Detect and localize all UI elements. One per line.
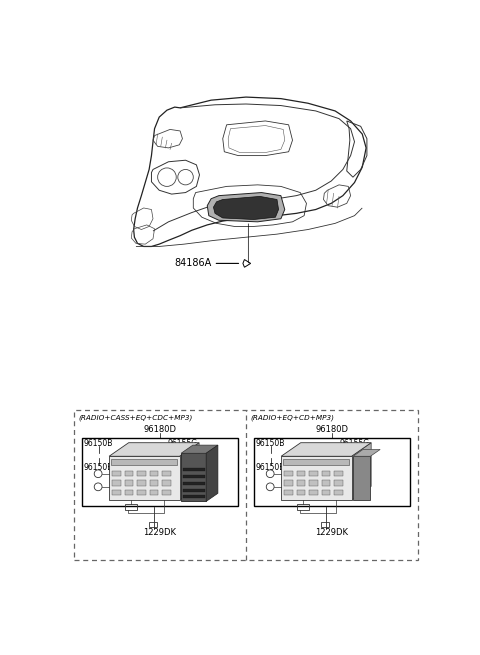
Bar (112, 480, 121, 485)
Text: 96150B: 96150B (255, 439, 285, 448)
Polygon shape (109, 457, 180, 500)
Polygon shape (109, 443, 199, 457)
Bar (150, 490, 158, 495)
Text: 96180D: 96180D (315, 425, 348, 434)
Bar (82, 438, 238, 506)
Bar (137, 480, 146, 485)
Polygon shape (181, 453, 206, 502)
Text: 96180D: 96180D (144, 425, 177, 434)
Bar (183, 489, 204, 492)
Text: 1229DK: 1229DK (315, 529, 348, 537)
Bar (149, 522, 157, 527)
Bar (112, 470, 121, 476)
Bar (183, 482, 204, 485)
Text: 96155G: 96155G (340, 439, 370, 448)
Bar (183, 468, 204, 472)
Bar (112, 490, 121, 495)
Bar (254, 438, 410, 506)
Text: (RADIO+EQ+CD+MP3): (RADIO+EQ+CD+MP3) (251, 414, 335, 421)
Bar (297, 480, 305, 485)
Bar (284, 458, 349, 465)
Bar (309, 470, 318, 476)
Bar (309, 480, 318, 485)
Bar (284, 480, 293, 485)
Bar (137, 470, 146, 476)
Bar (162, 470, 171, 476)
Bar (297, 490, 305, 495)
Polygon shape (181, 445, 218, 453)
Polygon shape (180, 443, 199, 500)
Bar (322, 480, 330, 485)
Bar (335, 470, 343, 476)
Bar (284, 470, 293, 476)
Polygon shape (351, 443, 371, 500)
Polygon shape (206, 445, 218, 502)
Bar (321, 522, 329, 527)
Text: 96150B: 96150B (83, 439, 113, 448)
Bar (309, 490, 318, 495)
Bar (125, 470, 133, 476)
Polygon shape (353, 449, 380, 457)
Bar (150, 480, 158, 485)
Bar (125, 480, 133, 485)
Polygon shape (353, 457, 371, 500)
Bar (335, 480, 343, 485)
Text: 96150B: 96150B (83, 463, 113, 472)
Polygon shape (281, 443, 371, 457)
Bar (125, 504, 137, 510)
Bar (150, 470, 158, 476)
Bar (183, 475, 204, 478)
Bar (137, 490, 146, 495)
Bar (297, 470, 305, 476)
Bar (111, 458, 177, 465)
Text: 84186A: 84186A (175, 259, 212, 269)
Bar (322, 490, 330, 495)
Text: (RADIO+CASS+EQ+CDC+MP3): (RADIO+CASS+EQ+CDC+MP3) (79, 414, 193, 421)
Polygon shape (214, 196, 278, 219)
Bar (284, 490, 293, 495)
Bar (162, 490, 171, 495)
Text: 96155G: 96155G (168, 439, 198, 448)
Bar (335, 490, 343, 495)
Text: 96150B: 96150B (255, 463, 285, 472)
Bar (162, 480, 171, 485)
Text: 1229DK: 1229DK (144, 529, 177, 537)
Polygon shape (207, 193, 285, 222)
Bar (183, 495, 204, 498)
Bar (297, 504, 309, 510)
Polygon shape (281, 457, 351, 500)
Bar (74, 409, 418, 560)
Bar (322, 470, 330, 476)
Bar (125, 490, 133, 495)
